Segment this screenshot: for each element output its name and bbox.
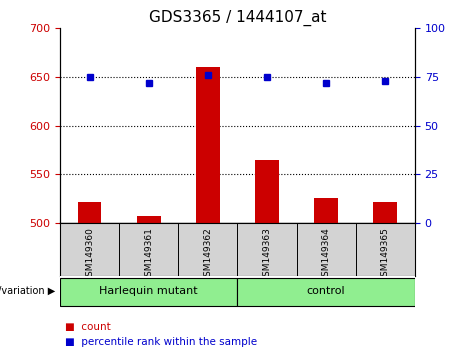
Text: GSM149363: GSM149363 <box>262 227 272 282</box>
Title: GDS3365 / 1444107_at: GDS3365 / 1444107_at <box>148 9 326 25</box>
Text: GSM149364: GSM149364 <box>322 227 331 282</box>
Bar <box>77 202 101 223</box>
Text: GSM149365: GSM149365 <box>381 227 390 282</box>
Text: Harlequin mutant: Harlequin mutant <box>100 286 198 296</box>
Bar <box>137 216 160 223</box>
Text: GSM149362: GSM149362 <box>203 227 213 282</box>
Bar <box>314 198 338 223</box>
Bar <box>373 202 397 223</box>
Text: ■  count: ■ count <box>65 322 110 332</box>
Bar <box>196 67 219 223</box>
Text: ■  percentile rank within the sample: ■ percentile rank within the sample <box>65 337 257 347</box>
Text: genotype/variation ▶: genotype/variation ▶ <box>0 286 55 296</box>
Text: GSM149361: GSM149361 <box>144 227 153 282</box>
Bar <box>237 278 415 306</box>
Bar <box>255 160 279 223</box>
Text: control: control <box>307 286 345 296</box>
Bar <box>60 278 237 306</box>
Text: GSM149360: GSM149360 <box>85 227 94 282</box>
